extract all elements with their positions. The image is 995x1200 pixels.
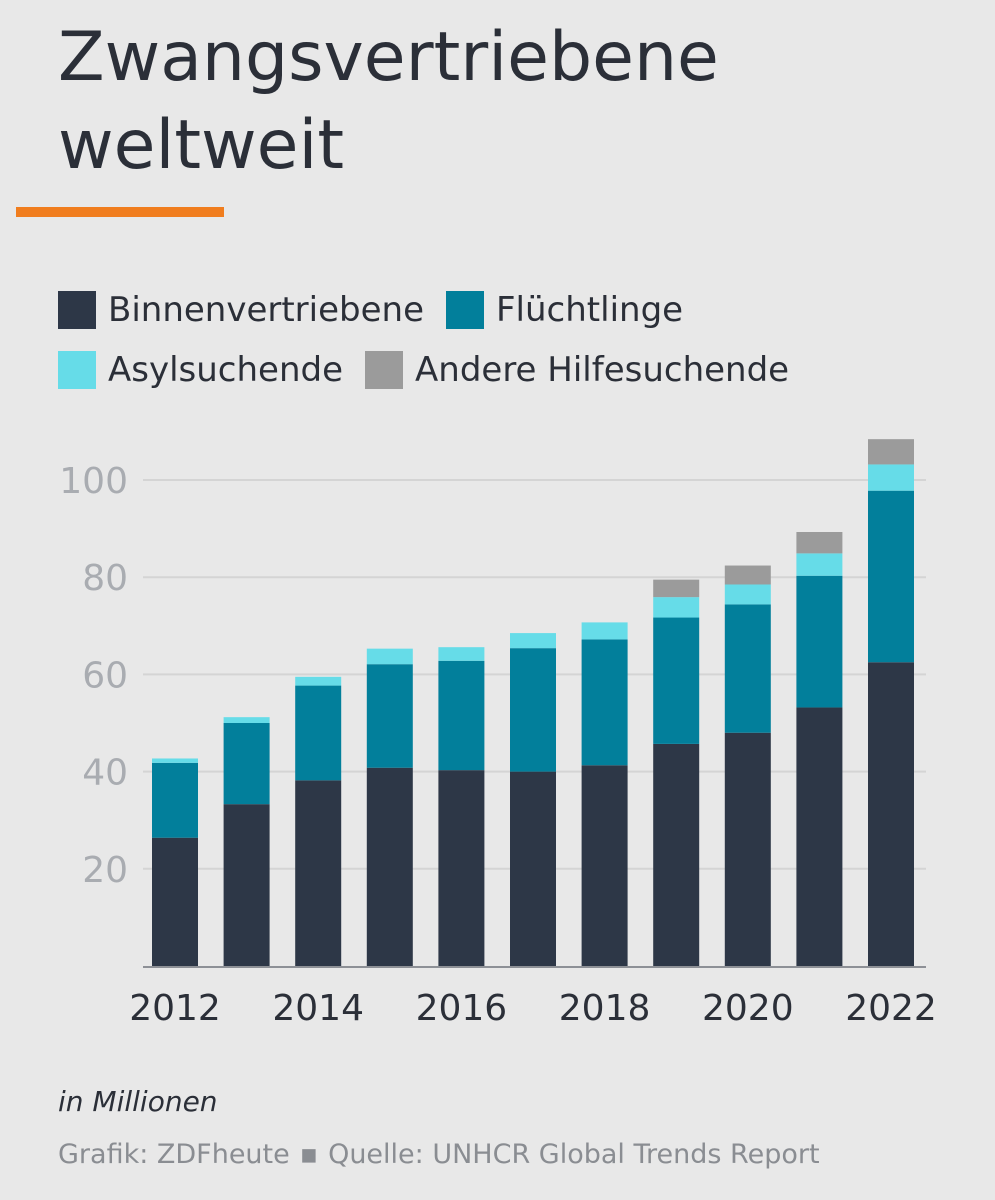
x-tick-label: 2014 xyxy=(272,988,364,1029)
source-text: Quelle: UNHCR Global Trends Report xyxy=(328,1139,820,1170)
bar-segment xyxy=(724,604,771,733)
bar-segment xyxy=(581,622,628,640)
x-tick-label: 2018 xyxy=(559,988,651,1029)
graphic-credit: Grafik: ZDFheute xyxy=(58,1139,290,1170)
bar-segment xyxy=(868,490,914,663)
bar-segment xyxy=(510,648,556,772)
bar-segment xyxy=(653,597,700,618)
legend-swatch-asylsuchende xyxy=(58,351,96,389)
bar-segment xyxy=(724,565,771,585)
x-tick-label: 2016 xyxy=(416,988,508,1029)
bar-segment xyxy=(581,639,628,766)
legend-label-fluechtlinge: Flüchtlinge xyxy=(496,290,684,330)
y-tick-label: 100 xyxy=(59,461,128,502)
bar-segment xyxy=(510,633,556,649)
x-tick-label: 2012 xyxy=(129,988,221,1029)
x-tick-label: 2022 xyxy=(845,988,937,1029)
bar-segment xyxy=(438,660,485,771)
legend-label-binnenvertriebene: Binnenvertriebene xyxy=(108,290,424,330)
unit-note: in Millionen xyxy=(58,1085,218,1118)
chart-title: Zwangsvertriebene weltweit xyxy=(58,18,719,185)
bar-segment xyxy=(366,648,413,665)
bar-segment xyxy=(223,723,270,805)
stacked-bar-chart: 20 40 60 80 100 2012 2014 2016 2018 2020 2022 xyxy=(59,439,937,1029)
legend-swatch-fluechtlinge xyxy=(446,291,484,329)
bar-segment xyxy=(796,707,843,966)
bar-segment xyxy=(223,717,270,723)
legend-swatch-binnenvertriebene xyxy=(58,291,96,329)
bar-segment xyxy=(438,770,485,966)
bar-segment xyxy=(868,662,914,966)
y-tick-label: 20 xyxy=(82,850,128,891)
legend-item-binnenvertriebene: Binnenvertriebene xyxy=(58,290,424,330)
bar-segment xyxy=(581,765,628,966)
bar-segment xyxy=(366,767,413,966)
legend-swatch-andere-hilfesuchende xyxy=(365,351,404,389)
legend-row: Binnenvertriebene Flüchtlinge xyxy=(58,280,958,340)
bar-segment xyxy=(868,464,914,491)
bar-segment xyxy=(438,647,485,661)
bar-segment xyxy=(724,584,771,605)
y-tick-label: 80 xyxy=(82,558,128,599)
bar-segment xyxy=(295,685,342,781)
bar-segment xyxy=(653,617,700,744)
x-tick-label: 2020 xyxy=(702,988,794,1029)
bar-segment xyxy=(796,553,843,576)
bar-segment xyxy=(653,579,700,598)
bar-segment xyxy=(152,837,198,966)
bar-segment xyxy=(152,758,198,763)
bar-segment xyxy=(295,780,342,966)
legend: Binnenvertriebene Flüchtlinge Asylsuchen… xyxy=(58,280,958,400)
bar-segment xyxy=(796,575,843,708)
title-accent-bar xyxy=(16,207,224,217)
bar-segment xyxy=(295,676,342,686)
legend-label-asylsuchende: Asylsuchende xyxy=(108,350,344,390)
y-tick-label: 60 xyxy=(82,655,128,696)
legend-row: Asylsuchende Andere Hilfesuchende xyxy=(58,340,958,400)
bar-segment xyxy=(796,532,843,554)
bar-segment xyxy=(653,743,700,966)
bar-segment xyxy=(510,771,556,966)
source-credit: Grafik: ZDFheute ▪ Quelle: UNHCR Global Tr… xyxy=(58,1139,820,1170)
bar-segment xyxy=(223,804,270,966)
credit-separator: ▪ xyxy=(299,1139,319,1170)
bar-segment xyxy=(152,762,198,838)
legend-item-andere-hilfesuchende: Andere Hilfesuchende xyxy=(365,350,789,390)
legend-item-fluechtlinge: Flüchtlinge xyxy=(446,290,683,330)
bar-segment xyxy=(366,664,413,768)
bar-segment xyxy=(868,439,914,465)
bar-segment xyxy=(724,732,771,966)
legend-item-asylsuchende: Asylsuchende xyxy=(58,350,343,390)
legend-label-andere-hilfesuchende: Andere Hilfesuchende xyxy=(415,350,790,390)
y-tick-label: 40 xyxy=(82,753,128,794)
